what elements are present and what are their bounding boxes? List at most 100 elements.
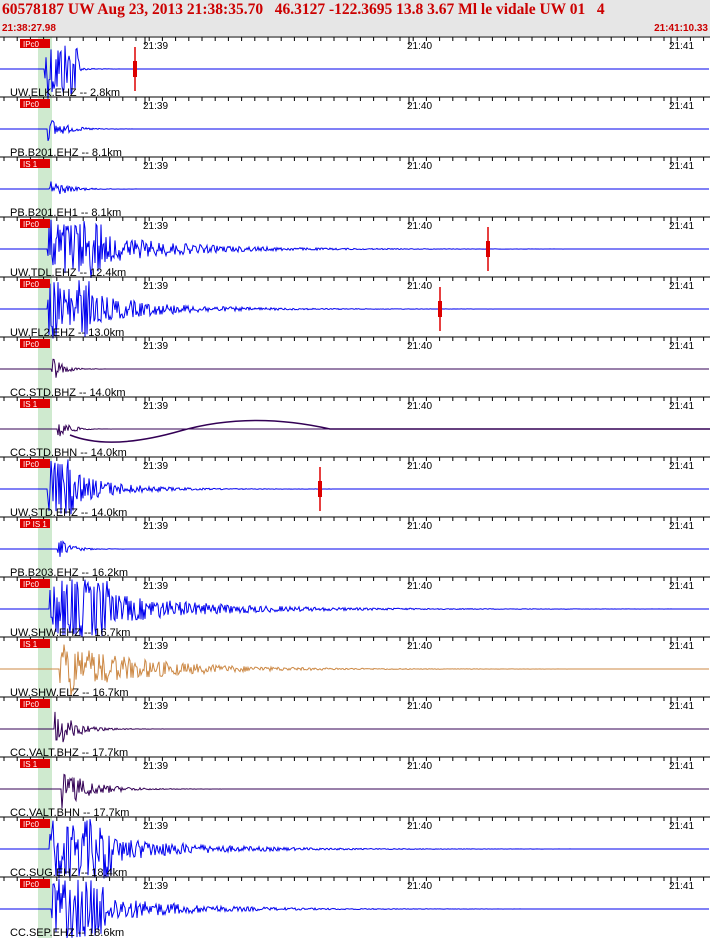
waveform: [0, 459, 709, 515]
waveform: [0, 181, 709, 195]
event-title: 60578187 UW Aug 23, 2013 21:38:35.70 46.…: [2, 1, 605, 18]
trace-row[interactable]: 21:39 21:40 21:41 IS 1 PB.B201.EH1 -- 8.1km: [0, 156, 710, 219]
header-bar: 60578187 UW Aug 23, 2013 21:38:35.70 46.…: [0, 0, 710, 36]
minute-label: 21:39: [143, 101, 168, 112]
minute-label: 21:39: [143, 581, 168, 592]
waveform: [0, 45, 709, 99]
waveform: [0, 120, 709, 141]
minute-label: 21:39: [143, 881, 168, 892]
minute-label: 21:41: [669, 521, 694, 532]
minute-label: 21:41: [669, 581, 694, 592]
long-period-wave: [69, 419, 710, 443]
station-label: UW.FL2.EHZ -- 13.0km: [10, 327, 124, 339]
phase-pick-tag[interactable]: [20, 99, 50, 108]
minute-label: 21:40: [407, 881, 432, 892]
waveform: [0, 644, 709, 696]
phase-pick-label: IPc0: [23, 100, 40, 109]
coda-pick-box: [486, 241, 490, 257]
waveform: [0, 579, 709, 638]
phase-pick-tag[interactable]: [20, 699, 50, 708]
trace-row[interactable]: 21:39 21:40 21:41 IP IS 1 PB.B203.EHZ -- 16.…: [0, 516, 710, 579]
trace-row[interactable]: 21:39 21:40 21:41 IPc0 CC.VALT.BHZ -- 17.7km: [0, 696, 710, 759]
trace-row[interactable]: 21:39 21:40 21:41 IPc0 UW.TDL.EHZ -- 12.4km: [0, 216, 710, 279]
trace-row[interactable]: 21:39 21:40 21:41 IPc0 PB.B201.EHZ -- 8.1km: [0, 96, 710, 159]
phase-pick-tag[interactable]: [20, 399, 50, 408]
phase-pick-label: IPc0: [23, 340, 40, 349]
phase-pick-tag[interactable]: [20, 39, 50, 48]
station-label: CC.STD.BHN -- 14.0km: [10, 447, 127, 459]
phase-pick-label: IPc0: [23, 460, 40, 469]
phase-pick-label: IPc0: [23, 40, 40, 49]
minute-label: 21:40: [407, 221, 432, 232]
phase-pick-tag[interactable]: [20, 639, 50, 648]
minute-label: 21:40: [407, 701, 432, 712]
phase-pick-label: IS 1: [23, 400, 38, 409]
minute-label: 21:39: [143, 341, 168, 352]
waveform: [0, 711, 709, 743]
phase-pick-tag[interactable]: [20, 759, 50, 768]
phase-pick-label: IPc0: [23, 880, 40, 889]
trace-row[interactable]: 21:39 21:40 21:41 IS 1 UW.SHW.ELZ -- 16.7km: [0, 636, 710, 699]
phase-pick-tag[interactable]: [20, 459, 50, 468]
minute-label: 21:39: [143, 761, 168, 772]
phase-pick-label: IPc0: [23, 280, 40, 289]
minute-label: 21:41: [669, 101, 694, 112]
minute-label: 21:41: [669, 161, 694, 172]
trace-row[interactable]: 21:39 21:40 21:41 IPc0 UW.SHW.EHZ -- 16.7km: [0, 576, 710, 639]
coda-pick-box: [438, 301, 442, 317]
minute-label: 21:40: [407, 401, 432, 412]
station-label: CC.VALT.BHN -- 17.7km: [10, 807, 129, 819]
trace-row[interactable]: 21:39 21:40 21:41 IPc0 UW.ELK.EHZ -- 2.8km: [0, 36, 710, 99]
station-label: UW.TDL.EHZ -- 12.4km: [10, 267, 126, 279]
station-label: UW.SHW.EHZ -- 16.7km: [10, 627, 130, 639]
minute-label: 21:39: [143, 521, 168, 532]
minute-label: 21:41: [669, 701, 694, 712]
trace-row[interactable]: 21:39 21:40 21:41 IPc0 CC.SEP.EHZ -- 18.6km: [0, 876, 710, 938]
station-label: CC.SUG.EHZ -- 18.4km: [10, 867, 127, 879]
minute-label: 21:40: [407, 641, 432, 652]
coda-pick-box: [318, 481, 322, 497]
phase-pick-label: IPc0: [23, 700, 40, 709]
minute-label: 21:41: [669, 401, 694, 412]
waveform: [0, 280, 709, 339]
trace-row[interactable]: 21:39 21:40 21:41 IS 1 CC.STD.BHN -- 14.0km: [0, 396, 710, 459]
phase-pick-label: IS 1: [23, 640, 38, 649]
trace-row[interactable]: 21:39 21:40 21:41 IPc0 CC.SUG.EHZ -- 18.4km: [0, 816, 710, 879]
trace-row[interactable]: 21:39 21:40 21:41 IS 1 CC.VALT.BHN -- 17.7km: [0, 756, 710, 819]
phase-pick-tag[interactable]: [20, 879, 50, 888]
station-label: CC.VALT.BHZ -- 17.7km: [10, 747, 128, 759]
minute-label: 21:40: [407, 281, 432, 292]
phase-pick-tag[interactable]: [20, 219, 50, 228]
station-label: PB.B201.EHZ -- 8.1km: [10, 147, 122, 159]
trace-row[interactable]: 21:39 21:40 21:41 IPc0 CC.STD.BHZ -- 14.0km: [0, 336, 710, 399]
phase-pick-tag[interactable]: [20, 519, 50, 528]
end-time: 21:41:10.33: [654, 23, 708, 34]
station-label: PB.B203.EHZ -- 16.2km: [10, 567, 128, 579]
minute-label: 21:40: [407, 341, 432, 352]
waveform: [0, 219, 709, 278]
phase-pick-tag[interactable]: [20, 339, 50, 348]
phase-pick-label: IPc0: [23, 820, 40, 829]
station-label: CC.SEP.EHZ -- 18.6km: [10, 927, 124, 938]
trace-row[interactable]: 21:39 21:40 21:41 IPc0 UW.STD.EHZ -- 14.0km: [0, 456, 710, 519]
minute-label: 21:41: [669, 41, 694, 52]
phase-pick-tag[interactable]: [20, 159, 50, 168]
minute-label: 21:39: [143, 161, 168, 172]
phase-pick-tag[interactable]: [20, 279, 50, 288]
minute-label: 21:39: [143, 641, 168, 652]
waveform: [0, 358, 709, 378]
station-label: PB.B201.EH1 -- 8.1km: [10, 207, 121, 219]
minute-label: 21:41: [669, 881, 694, 892]
minute-label: 21:41: [669, 821, 694, 832]
phase-pick-tag[interactable]: [20, 819, 50, 828]
waveform: [0, 879, 709, 938]
trace-row[interactable]: 21:39 21:40 21:41 IPc0 UW.FL2.EHZ -- 13.0km: [0, 276, 710, 339]
station-label: UW.ELK.EHZ -- 2.8km: [10, 87, 120, 99]
phase-pick-tag[interactable]: [20, 579, 50, 588]
analysis-window-band: [38, 37, 52, 938]
minute-label: 21:40: [407, 461, 432, 472]
minute-label: 21:40: [407, 821, 432, 832]
station-label: UW.STD.EHZ -- 14.0km: [10, 507, 127, 519]
minute-label: 21:41: [669, 641, 694, 652]
